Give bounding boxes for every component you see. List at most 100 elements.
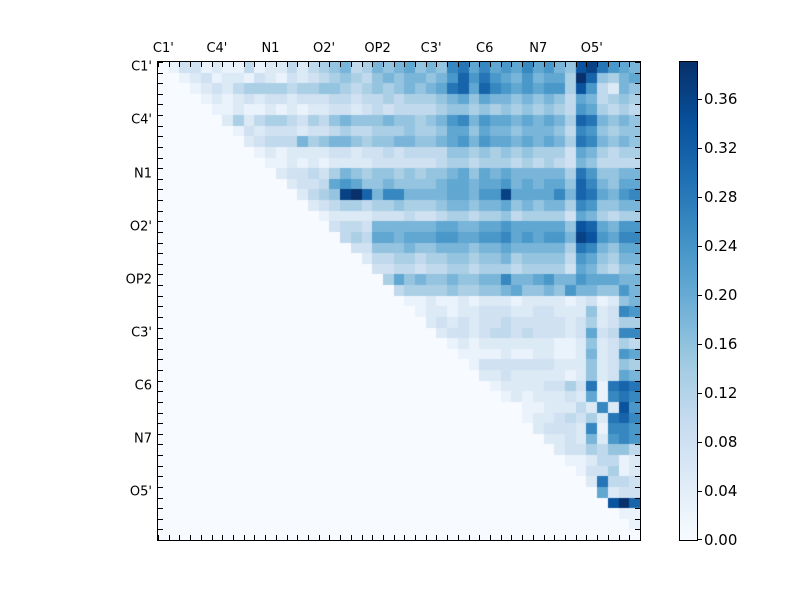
tick-mark (351, 62, 352, 67)
tick-mark (372, 535, 373, 540)
tick-mark (635, 211, 640, 212)
tick-mark (635, 402, 640, 403)
tick-mark (511, 535, 512, 540)
tick-mark (158, 73, 163, 74)
tick-mark (544, 535, 545, 540)
y-tick-label: C4' (131, 112, 152, 128)
tick-mark (158, 147, 163, 148)
tick-mark (404, 62, 405, 67)
tick-mark (383, 535, 384, 540)
x-tick-label: C6 (476, 41, 494, 56)
tick-mark (158, 434, 163, 435)
tick-mark (458, 62, 459, 67)
tick-mark (158, 519, 163, 520)
tick-mark (158, 306, 163, 307)
y-tick-label: N7 (134, 431, 152, 447)
tick-mark (265, 535, 266, 540)
tick-mark (635, 285, 640, 286)
tick-mark (619, 535, 620, 540)
tick-mark (576, 62, 577, 67)
colorbar-tick-label: 0.08 (704, 433, 738, 451)
tick-mark (608, 535, 609, 540)
tick-mark (576, 535, 577, 540)
tick-mark (490, 535, 491, 540)
y-tick-label: N1 (134, 166, 152, 182)
tick-mark (319, 535, 320, 540)
tick-mark (635, 370, 640, 371)
tick-mark (635, 529, 640, 530)
tick-mark (158, 264, 163, 265)
tick-mark (394, 62, 395, 67)
colorbar-tick-mark (698, 393, 702, 394)
colorbar-tick-mark (698, 491, 702, 492)
tick-mark (158, 338, 163, 339)
tick-mark (635, 147, 640, 148)
tick-mark (254, 535, 255, 540)
tick-mark (635, 423, 640, 424)
y-tick-label: OP2 (125, 272, 152, 288)
tick-mark (426, 535, 427, 540)
x-tick-label: N7 (529, 41, 548, 56)
tick-mark (635, 349, 640, 350)
tick-mark (501, 62, 502, 67)
tick-mark (158, 158, 163, 159)
tick-mark (635, 243, 640, 244)
tick-mark (394, 535, 395, 540)
tick-mark (169, 62, 170, 67)
tick-mark (329, 62, 330, 67)
tick-mark (158, 94, 163, 95)
tick-mark (362, 535, 363, 540)
colorbar-tick-label: 0.24 (704, 237, 738, 255)
tick-mark (158, 349, 163, 350)
tick-mark (276, 535, 277, 540)
tick-mark (635, 115, 640, 116)
tick-mark (158, 381, 163, 382)
tick-mark (635, 519, 640, 520)
colorbar-tick-mark (698, 295, 702, 296)
tick-mark (222, 62, 223, 67)
tick-mark (158, 317, 163, 318)
x-tick-label: C4' (206, 41, 228, 56)
tick-mark (619, 62, 620, 67)
tick-mark (340, 535, 341, 540)
heatmap-canvas (158, 62, 640, 540)
tick-mark (308, 62, 309, 67)
y-tick-label: C1' (131, 59, 152, 75)
tick-mark (212, 62, 213, 67)
colorbar-tick-label: 0.36 (704, 90, 738, 108)
tick-mark (635, 104, 640, 105)
tick-mark (533, 62, 534, 67)
colorbar-tick-mark (698, 344, 702, 345)
tick-mark (158, 487, 163, 488)
tick-mark (522, 62, 523, 67)
tick-mark (635, 498, 640, 499)
tick-mark (635, 381, 640, 382)
tick-mark (635, 158, 640, 159)
tick-mark (635, 168, 640, 169)
tick-mark (158, 168, 163, 169)
tick-mark (635, 253, 640, 254)
tick-mark (158, 274, 163, 275)
tick-mark (635, 444, 640, 445)
tick-mark (158, 402, 163, 403)
x-tick-label: C1' (152, 41, 174, 56)
y-tick-label: C6 (134, 378, 152, 394)
colorbar-canvas (680, 62, 697, 540)
tick-mark (415, 62, 416, 67)
tick-mark (635, 466, 640, 467)
tick-mark (158, 285, 163, 286)
tick-mark (469, 535, 470, 540)
tick-mark (635, 359, 640, 360)
tick-mark (179, 535, 180, 540)
tick-mark (329, 535, 330, 540)
tick-mark (319, 62, 320, 67)
tick-mark (458, 535, 459, 540)
x-tick-label: O2' (312, 41, 336, 56)
tick-mark (158, 529, 163, 530)
tick-mark (629, 535, 630, 540)
tick-mark (635, 487, 640, 488)
tick-mark (635, 306, 640, 307)
tick-mark (635, 434, 640, 435)
tick-mark (254, 62, 255, 67)
tick-mark (158, 535, 159, 540)
